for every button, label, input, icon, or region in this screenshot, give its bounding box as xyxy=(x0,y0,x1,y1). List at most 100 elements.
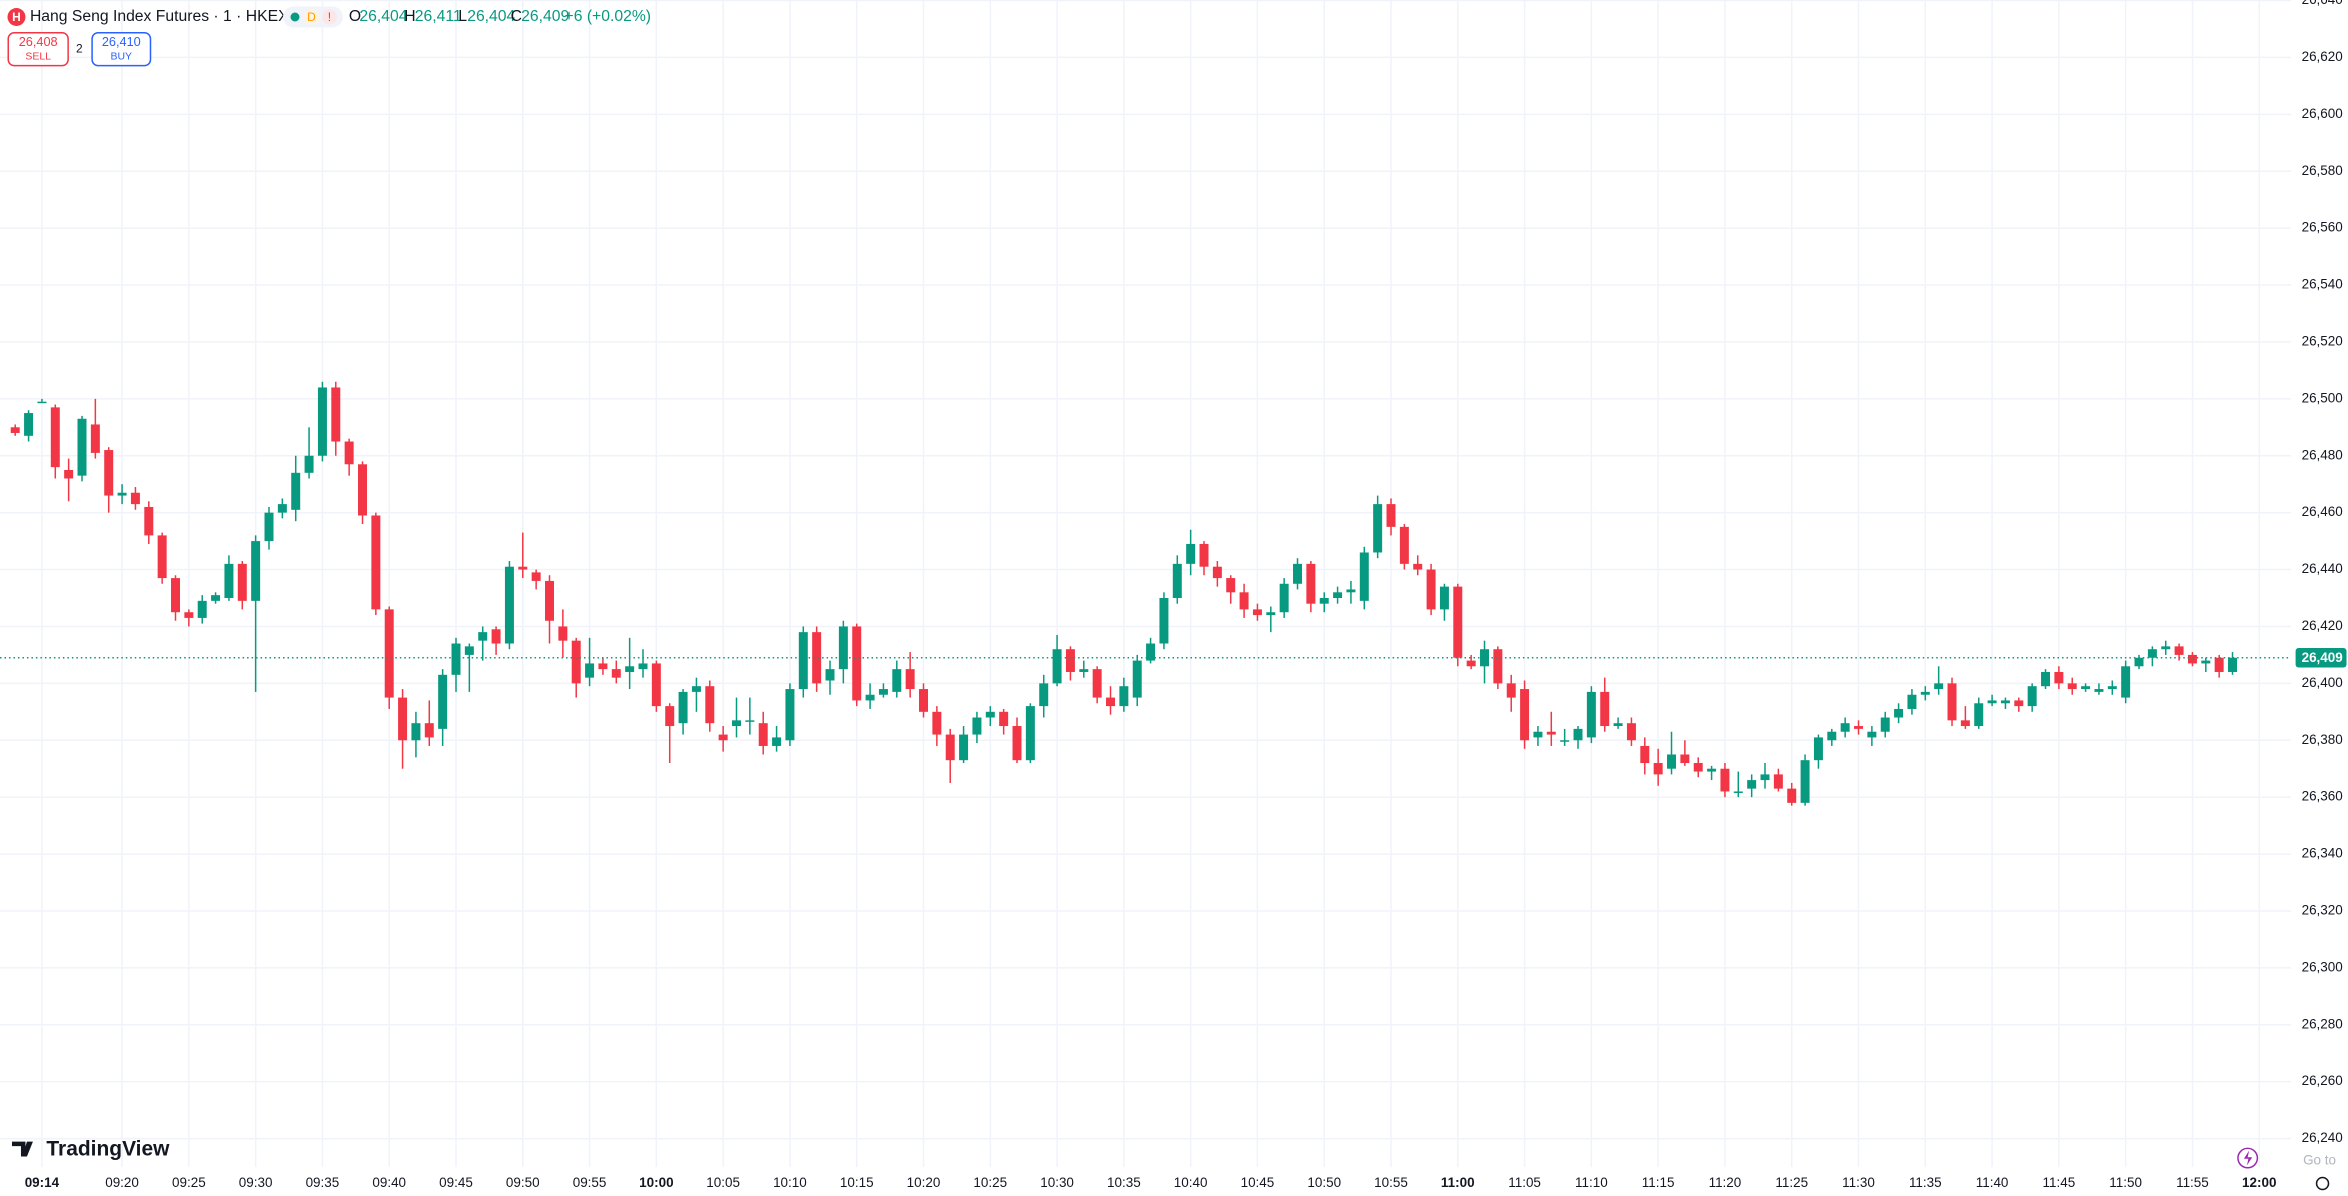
candle-body xyxy=(1626,723,1636,741)
settings-button[interactable] xyxy=(2315,1176,2330,1191)
candle-body xyxy=(1560,740,1570,742)
candle-body xyxy=(691,686,701,692)
candle-body xyxy=(130,492,140,505)
candle-body xyxy=(585,663,595,678)
x-tick-label: 10:55 xyxy=(1374,1175,1408,1190)
candle-body xyxy=(558,626,568,641)
candle-body xyxy=(1279,583,1289,613)
candle-body xyxy=(411,723,421,741)
lightning-icon xyxy=(2243,1150,2253,1166)
candle-body xyxy=(264,512,274,542)
candle-body xyxy=(625,666,635,672)
candle-body xyxy=(1025,706,1035,761)
candle-body xyxy=(1707,768,1717,772)
candle-body xyxy=(518,566,528,570)
candle-body xyxy=(1453,586,1463,658)
lightning-button[interactable] xyxy=(2237,1147,2259,1169)
candle-body xyxy=(1600,691,1610,727)
x-tick-label: 09:45 xyxy=(439,1175,473,1190)
x-tick-label: 10:40 xyxy=(1174,1175,1208,1190)
logo-text[interactable]: TradingView xyxy=(46,1137,170,1160)
buy-button[interactable] xyxy=(91,31,152,67)
x-tick-label: 11:55 xyxy=(2176,1175,2209,1190)
x-tick-label: 11:45 xyxy=(2043,1175,2076,1190)
y-tick-label: 26,460 xyxy=(2302,504,2343,519)
grid xyxy=(0,0,2292,1168)
candle-body xyxy=(2161,646,2171,650)
candle-body xyxy=(317,387,327,456)
candle-body xyxy=(1065,649,1075,672)
candle-body xyxy=(1399,526,1409,564)
candle-body xyxy=(1159,598,1169,644)
candle-body xyxy=(919,689,928,712)
candle-body xyxy=(1079,669,1089,672)
candle-body xyxy=(598,663,608,670)
alert-flag[interactable]: ! xyxy=(328,10,331,24)
candle-body xyxy=(211,595,221,601)
candle-body xyxy=(291,472,301,510)
x-tick-label: 11:00 xyxy=(1441,1175,1475,1190)
candle-body xyxy=(2228,657,2238,672)
y-tick-label: 26,540 xyxy=(2302,277,2343,292)
x-tick-label: 10:25 xyxy=(973,1175,1007,1190)
candle-body xyxy=(90,424,100,453)
candle-body xyxy=(1346,589,1356,593)
candle-body xyxy=(785,689,795,741)
candle-body xyxy=(2067,683,2077,690)
candle-body xyxy=(1867,731,1877,738)
x-tick-label: 09:40 xyxy=(372,1175,406,1190)
x-tick-label: 10:15 xyxy=(840,1175,874,1190)
ohlc-key: O xyxy=(349,8,361,25)
candle-body xyxy=(464,646,474,655)
x-tick-label: 11:05 xyxy=(1508,1175,1541,1190)
candle-body xyxy=(972,717,982,735)
candle-body xyxy=(424,723,434,738)
candle-body xyxy=(117,492,127,496)
candle-body xyxy=(1733,791,1743,793)
candle-body xyxy=(157,535,167,579)
candle-body xyxy=(1172,563,1182,598)
candle-body xyxy=(852,626,862,701)
candle-body xyxy=(651,663,661,707)
candle-body xyxy=(945,734,955,761)
candle-body xyxy=(1480,649,1490,667)
goto-realtime[interactable]: Go to xyxy=(2303,1153,2336,1168)
y-tick-label: 26,340 xyxy=(2302,846,2343,861)
x-tick-label: 10:20 xyxy=(907,1175,941,1190)
candle-body xyxy=(1386,504,1396,527)
delay-flag[interactable]: D xyxy=(307,10,316,24)
candle-body xyxy=(959,734,969,761)
candle-body xyxy=(611,669,621,678)
x-tick-label: 11:30 xyxy=(1842,1175,1875,1190)
price-axis xyxy=(2291,0,2348,1196)
candle-body xyxy=(745,720,755,722)
candle-body xyxy=(1333,592,1343,598)
candle-body xyxy=(2014,700,2024,707)
x-tick-label: 09:25 xyxy=(172,1175,206,1190)
candle-body xyxy=(2081,686,2091,690)
candle-body xyxy=(2201,660,2211,664)
candle-body xyxy=(1252,609,1262,616)
candle-body xyxy=(571,640,581,684)
candle-body xyxy=(1239,592,1249,610)
ohlc-key: H xyxy=(404,8,415,25)
y-tick-label: 26,640 xyxy=(2302,0,2343,7)
candle-body xyxy=(1880,717,1890,732)
candle-body xyxy=(1226,578,1236,593)
candle-body xyxy=(77,418,87,476)
candle-body xyxy=(1613,723,1623,727)
candle-body xyxy=(1293,563,1303,584)
candle-body xyxy=(932,711,942,735)
x-tick-label: 10:00 xyxy=(639,1175,673,1190)
candle-body xyxy=(144,506,154,536)
symbol-title[interactable]: Hang Seng Index Futures · 1 · HKEX xyxy=(30,8,289,25)
x-tick-label: 10:10 xyxy=(773,1175,807,1190)
candle-body xyxy=(1146,643,1156,661)
candle-body xyxy=(999,711,1009,727)
x-tick-label: 11:50 xyxy=(2109,1175,2142,1190)
y-tick-label: 26,300 xyxy=(2302,959,2343,974)
candle-body xyxy=(371,515,381,610)
sell-button[interactable] xyxy=(7,31,69,67)
candle-body xyxy=(1586,691,1596,738)
candle-body xyxy=(1813,737,1823,761)
